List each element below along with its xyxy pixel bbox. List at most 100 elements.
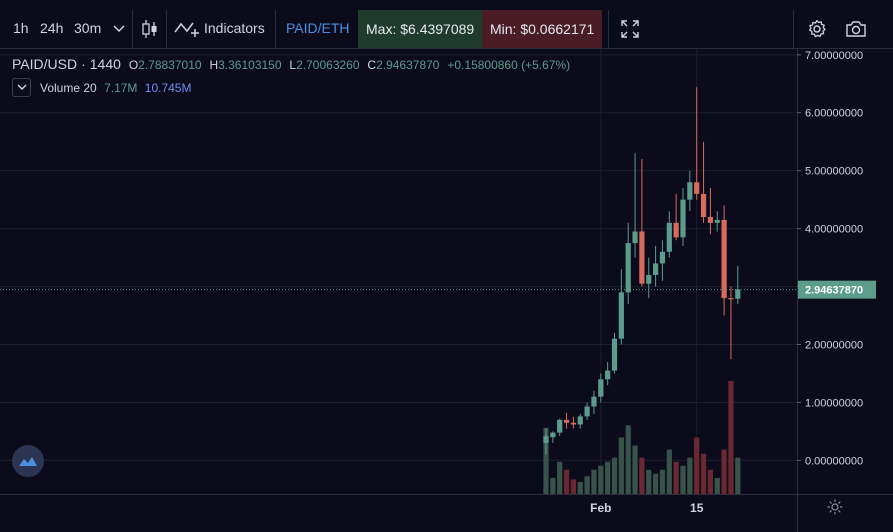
volume-bar bbox=[598, 465, 604, 494]
symbol-label: PAID/USD bbox=[12, 56, 78, 72]
pair-switch-button[interactable]: PAID/ETH bbox=[286, 20, 350, 36]
volume-indicator-label: Volume 20 bbox=[40, 81, 97, 95]
interval-30m-button[interactable]: 30m bbox=[74, 20, 102, 36]
price-chart[interactable]: 7.00000000 6.00000000 5.00000000 4.00000000… bbox=[0, 49, 893, 532]
volume-bar bbox=[673, 461, 679, 494]
sun-theme-icon[interactable] bbox=[826, 498, 844, 516]
volume-bar bbox=[625, 425, 631, 494]
low-value: 2.70063260 bbox=[296, 58, 360, 72]
low-label: L bbox=[289, 58, 297, 72]
candle-body bbox=[735, 289, 741, 299]
chart-area[interactable]: 7.00000000 6.00000000 5.00000000 4.00000000… bbox=[0, 49, 893, 532]
price-axis-label: 0.00000000 bbox=[805, 455, 863, 467]
candle-body bbox=[673, 222, 679, 238]
price-axis-label: 5.00000000 bbox=[805, 166, 863, 178]
settings-gear-icon[interactable] bbox=[806, 18, 828, 40]
chevron-down-icon[interactable] bbox=[110, 20, 128, 38]
candle-body bbox=[680, 199, 686, 238]
volume-bar bbox=[707, 469, 713, 494]
volume-bar bbox=[605, 461, 611, 494]
candlestick-chart-type-icon[interactable] bbox=[140, 18, 160, 40]
time-axis-label: Feb bbox=[590, 501, 611, 515]
candle-body bbox=[687, 182, 693, 200]
candle-body bbox=[625, 243, 631, 293]
candle-body bbox=[632, 231, 638, 244]
candle-body bbox=[550, 432, 556, 438]
candle-body bbox=[591, 396, 597, 407]
candle-body bbox=[659, 251, 666, 264]
volume-bar bbox=[632, 445, 638, 494]
close-label: C bbox=[367, 58, 377, 72]
volume-bar bbox=[577, 481, 583, 494]
candle-body bbox=[653, 263, 659, 275]
candle-body bbox=[605, 370, 611, 380]
candle-body bbox=[611, 338, 618, 371]
last-price-badge bbox=[798, 280, 876, 299]
close-value: 2.94637870 bbox=[376, 58, 440, 72]
tradingview-logo-icon[interactable] bbox=[12, 445, 44, 477]
volume-legend: Volume 20 7.17M 10.745M bbox=[40, 81, 195, 95]
fullscreen-icon[interactable] bbox=[619, 18, 641, 40]
volume-bar bbox=[728, 381, 734, 494]
collapse-legend-chevron-icon[interactable] bbox=[12, 78, 31, 97]
volume-bar bbox=[591, 469, 597, 494]
toolbar-divider bbox=[166, 10, 167, 48]
indicators-button[interactable]: Indicators bbox=[204, 20, 265, 36]
toolbar-divider bbox=[132, 10, 133, 48]
candle-body bbox=[694, 182, 700, 194]
candle-body bbox=[666, 222, 672, 252]
volume-bar bbox=[611, 457, 618, 494]
candle-body bbox=[543, 436, 549, 444]
interval-1h-button[interactable]: 1h bbox=[13, 20, 29, 36]
open-label: O bbox=[128, 58, 139, 72]
time-axis-label: 15 bbox=[690, 501, 704, 515]
volume-bar bbox=[543, 427, 549, 494]
volume-bar bbox=[639, 457, 645, 494]
high-label: H bbox=[209, 58, 219, 72]
volume-bar bbox=[563, 469, 570, 494]
candle-body bbox=[728, 298, 734, 300]
candle-body bbox=[618, 292, 624, 339]
min-price-badge: Min: $0.0662171 bbox=[482, 10, 603, 48]
candle-body bbox=[557, 419, 563, 433]
candle-body bbox=[707, 217, 713, 223]
price-axis-label: 4.00000000 bbox=[805, 224, 863, 236]
candle-body bbox=[721, 219, 727, 299]
volume-bar bbox=[584, 476, 590, 494]
volume-bar bbox=[687, 457, 693, 494]
open-value: 2.78837010 bbox=[138, 58, 202, 72]
interval-24h-button[interactable]: 24h bbox=[40, 20, 64, 36]
candle-body bbox=[598, 379, 604, 397]
max-price-badge: Max: $6.4397089 bbox=[358, 10, 483, 48]
volume-bar bbox=[666, 449, 672, 494]
candle-body bbox=[646, 274, 652, 284]
toolbar-divider bbox=[608, 10, 609, 48]
volume-bar bbox=[653, 473, 659, 494]
last-price-label: 2.94637870 bbox=[805, 285, 863, 297]
ohlc-legend: PAID/USD · 1440 O2.78837010 H3.36103150 L2… bbox=[12, 56, 574, 72]
candle-body bbox=[584, 406, 590, 417]
indicators-icon[interactable] bbox=[174, 19, 200, 39]
toolbar-divider bbox=[275, 10, 276, 48]
price-axis-label: 7.00000000 bbox=[805, 50, 863, 62]
volume-ma-value: 10.745M bbox=[144, 81, 192, 95]
candle-body bbox=[639, 231, 645, 284]
price-axis-label: 6.00000000 bbox=[805, 108, 863, 120]
candle-body bbox=[570, 422, 576, 425]
price-axis-label: 2.00000000 bbox=[805, 340, 863, 352]
volume-value: 7.17M bbox=[104, 81, 138, 95]
volume-bar bbox=[694, 437, 700, 494]
volume-bar bbox=[550, 477, 556, 494]
volume-bar bbox=[735, 457, 741, 494]
volume-bar bbox=[714, 477, 720, 494]
candle-body bbox=[563, 419, 570, 423]
volume-bar bbox=[721, 449, 727, 494]
top-toolbar: 1h 24h 30m Indicators PAID/ETH Max: $6.4… bbox=[0, 0, 893, 49]
price-axis-label: 1.00000000 bbox=[805, 397, 863, 409]
interval-label: 1440 bbox=[89, 56, 121, 72]
volume-bar bbox=[700, 453, 707, 494]
high-value: 3.36103150 bbox=[218, 58, 282, 72]
candle-body bbox=[714, 219, 720, 223]
camera-screenshot-icon[interactable] bbox=[844, 18, 868, 40]
volume-bar bbox=[618, 437, 624, 494]
